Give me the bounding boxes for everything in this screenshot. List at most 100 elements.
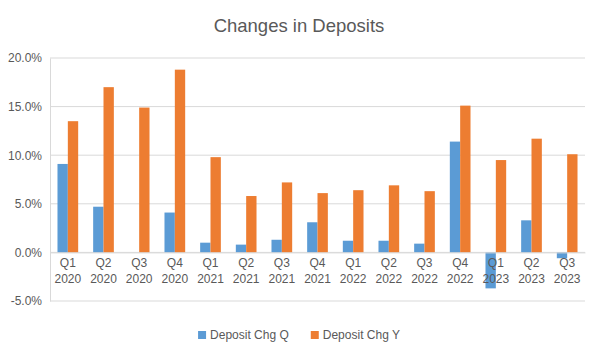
grid-line [50,301,585,302]
x-tick: Q3 2020 [126,252,153,285]
bar [389,185,399,252]
x-tick-label: Q3 2021 [268,256,295,286]
y-tick: 10.0% [8,149,50,163]
bar [460,106,470,253]
y-axis: -5.0% 0.0% 5.0% 10.0% 15.0% 20.0% [8,51,51,308]
bar [307,222,317,252]
bar [68,121,78,252]
bar [450,142,460,253]
y-tick: 5.0% [15,197,50,211]
grid-line [50,155,585,156]
y-tick: 20.0% [8,51,50,65]
bar [200,243,210,253]
x-tick-label-line: 2021 [233,272,260,286]
x-tick-label-line: Q4 [452,256,468,270]
x-axis-line [51,252,586,253]
x-tick: Q12023 [482,252,509,285]
bar [164,213,174,253]
bar [236,245,246,253]
x-tick-label-line: 2022 [375,272,402,286]
bar [139,108,149,253]
x-tick-label: Q42021 [304,256,331,286]
grid [50,58,585,301]
legend-swatch [198,331,206,339]
x-tick: Q22023 [518,252,545,285]
x-tick-label-line: Q2 [381,256,397,270]
legend: Deposit Chg Q Deposit Chg Y [198,328,400,342]
x-tick-label: Q2 2020 [90,256,117,286]
x-tick: Q4 2022 [447,252,474,285]
bar [271,240,281,253]
x-tick-label: Q42020 [161,256,188,286]
bar [378,241,388,253]
bar [93,207,103,253]
x-tick-label: Q2 2022 [375,256,402,286]
title: Changes in Deposits [214,15,385,36]
bar [282,182,292,252]
y-tick-label: 10.0% [8,149,42,163]
x-tick-label-line: Q1 [60,256,76,270]
bar [425,191,435,252]
x-axis: Q12020Q22020Q32020Q42020Q12021Q22021Q320… [51,252,586,285]
x-tick-label: Q3 2022 [411,256,438,286]
bar [567,154,577,252]
bar [104,87,114,252]
bar [343,241,353,253]
legend-item: Deposit Chg Q [198,328,289,342]
legend-label: Deposit Chg Q [210,328,289,342]
bar [521,220,531,252]
bar [211,157,221,252]
x-tick-label-line: 2023 [518,272,545,286]
x-tick: Q3 2021 [268,252,295,285]
x-tick: Q32023 [554,252,581,285]
y-tick: 15.0% [8,100,50,114]
y-tick: -5.0% [11,294,50,308]
y-tick: 0.0% [15,246,50,260]
x-tick-label-line: 2022 [340,272,367,286]
x-tick: Q2 2021 [233,252,260,285]
x-tick-label-line: 2022 [447,272,474,286]
x-tick-label-line: 2020 [90,272,117,286]
x-tick-label: Q1 2021 [197,256,224,286]
y-tick-label: -5.0% [11,294,43,308]
x-tick-label-line: 2023 [482,272,509,286]
x-tick-label-line: Q1 [345,256,361,270]
x-tick-label-line: 2022 [411,272,438,286]
x-tick-label-line: Q3 [131,256,147,270]
bar [496,160,506,252]
bar [318,193,328,252]
x-tick: Q12020 [54,252,81,285]
x-tick-label-line: Q1 [202,256,218,270]
x-tick: Q2 2022 [375,252,402,285]
x-tick-label: Q1 2022 [340,256,367,286]
x-tick: Q42020 [161,252,188,285]
plot: -5.0%0.0%5.0%10.0%15.0%20.0%Q12020Q22020… [8,51,586,308]
grid-line [50,58,585,59]
x-tick-label-line: 2020 [126,272,153,286]
x-tick-label-line: Q2 [95,256,111,270]
x-tick-label-line: Q3 [274,256,290,270]
y-tick-label: 0.0% [15,246,43,260]
x-tick-label-line: 2021 [268,272,295,286]
x-tick: Q1 2021 [197,252,224,285]
x-tick-label-line: 2021 [197,272,224,286]
x-tick: Q2 2020 [90,252,117,285]
chart: Changes in Deposits -5.0% 0.0% 5.0% 10.0% 15.… [0,0,598,358]
bar [57,164,67,252]
x-tick-label: Q3 2020 [126,256,153,286]
bar [532,139,542,253]
legend-label: Deposit Chg Y [323,328,400,342]
series [57,142,567,289]
bar [414,244,424,253]
x-tick-label-line: Q3 [559,256,575,270]
y-tick-label: 5.0% [15,197,43,211]
x-tick: Q3 2022 [411,252,438,285]
bar [175,70,185,253]
x-tick-label-line: Q3 [416,256,432,270]
x-tick-label: Q12023 [482,256,509,286]
grid-line [50,106,585,107]
series [68,70,578,253]
bar [353,190,363,252]
x-tick-label-line: Q2 [238,256,254,270]
legend-item: Deposit Chg Y [311,328,400,342]
